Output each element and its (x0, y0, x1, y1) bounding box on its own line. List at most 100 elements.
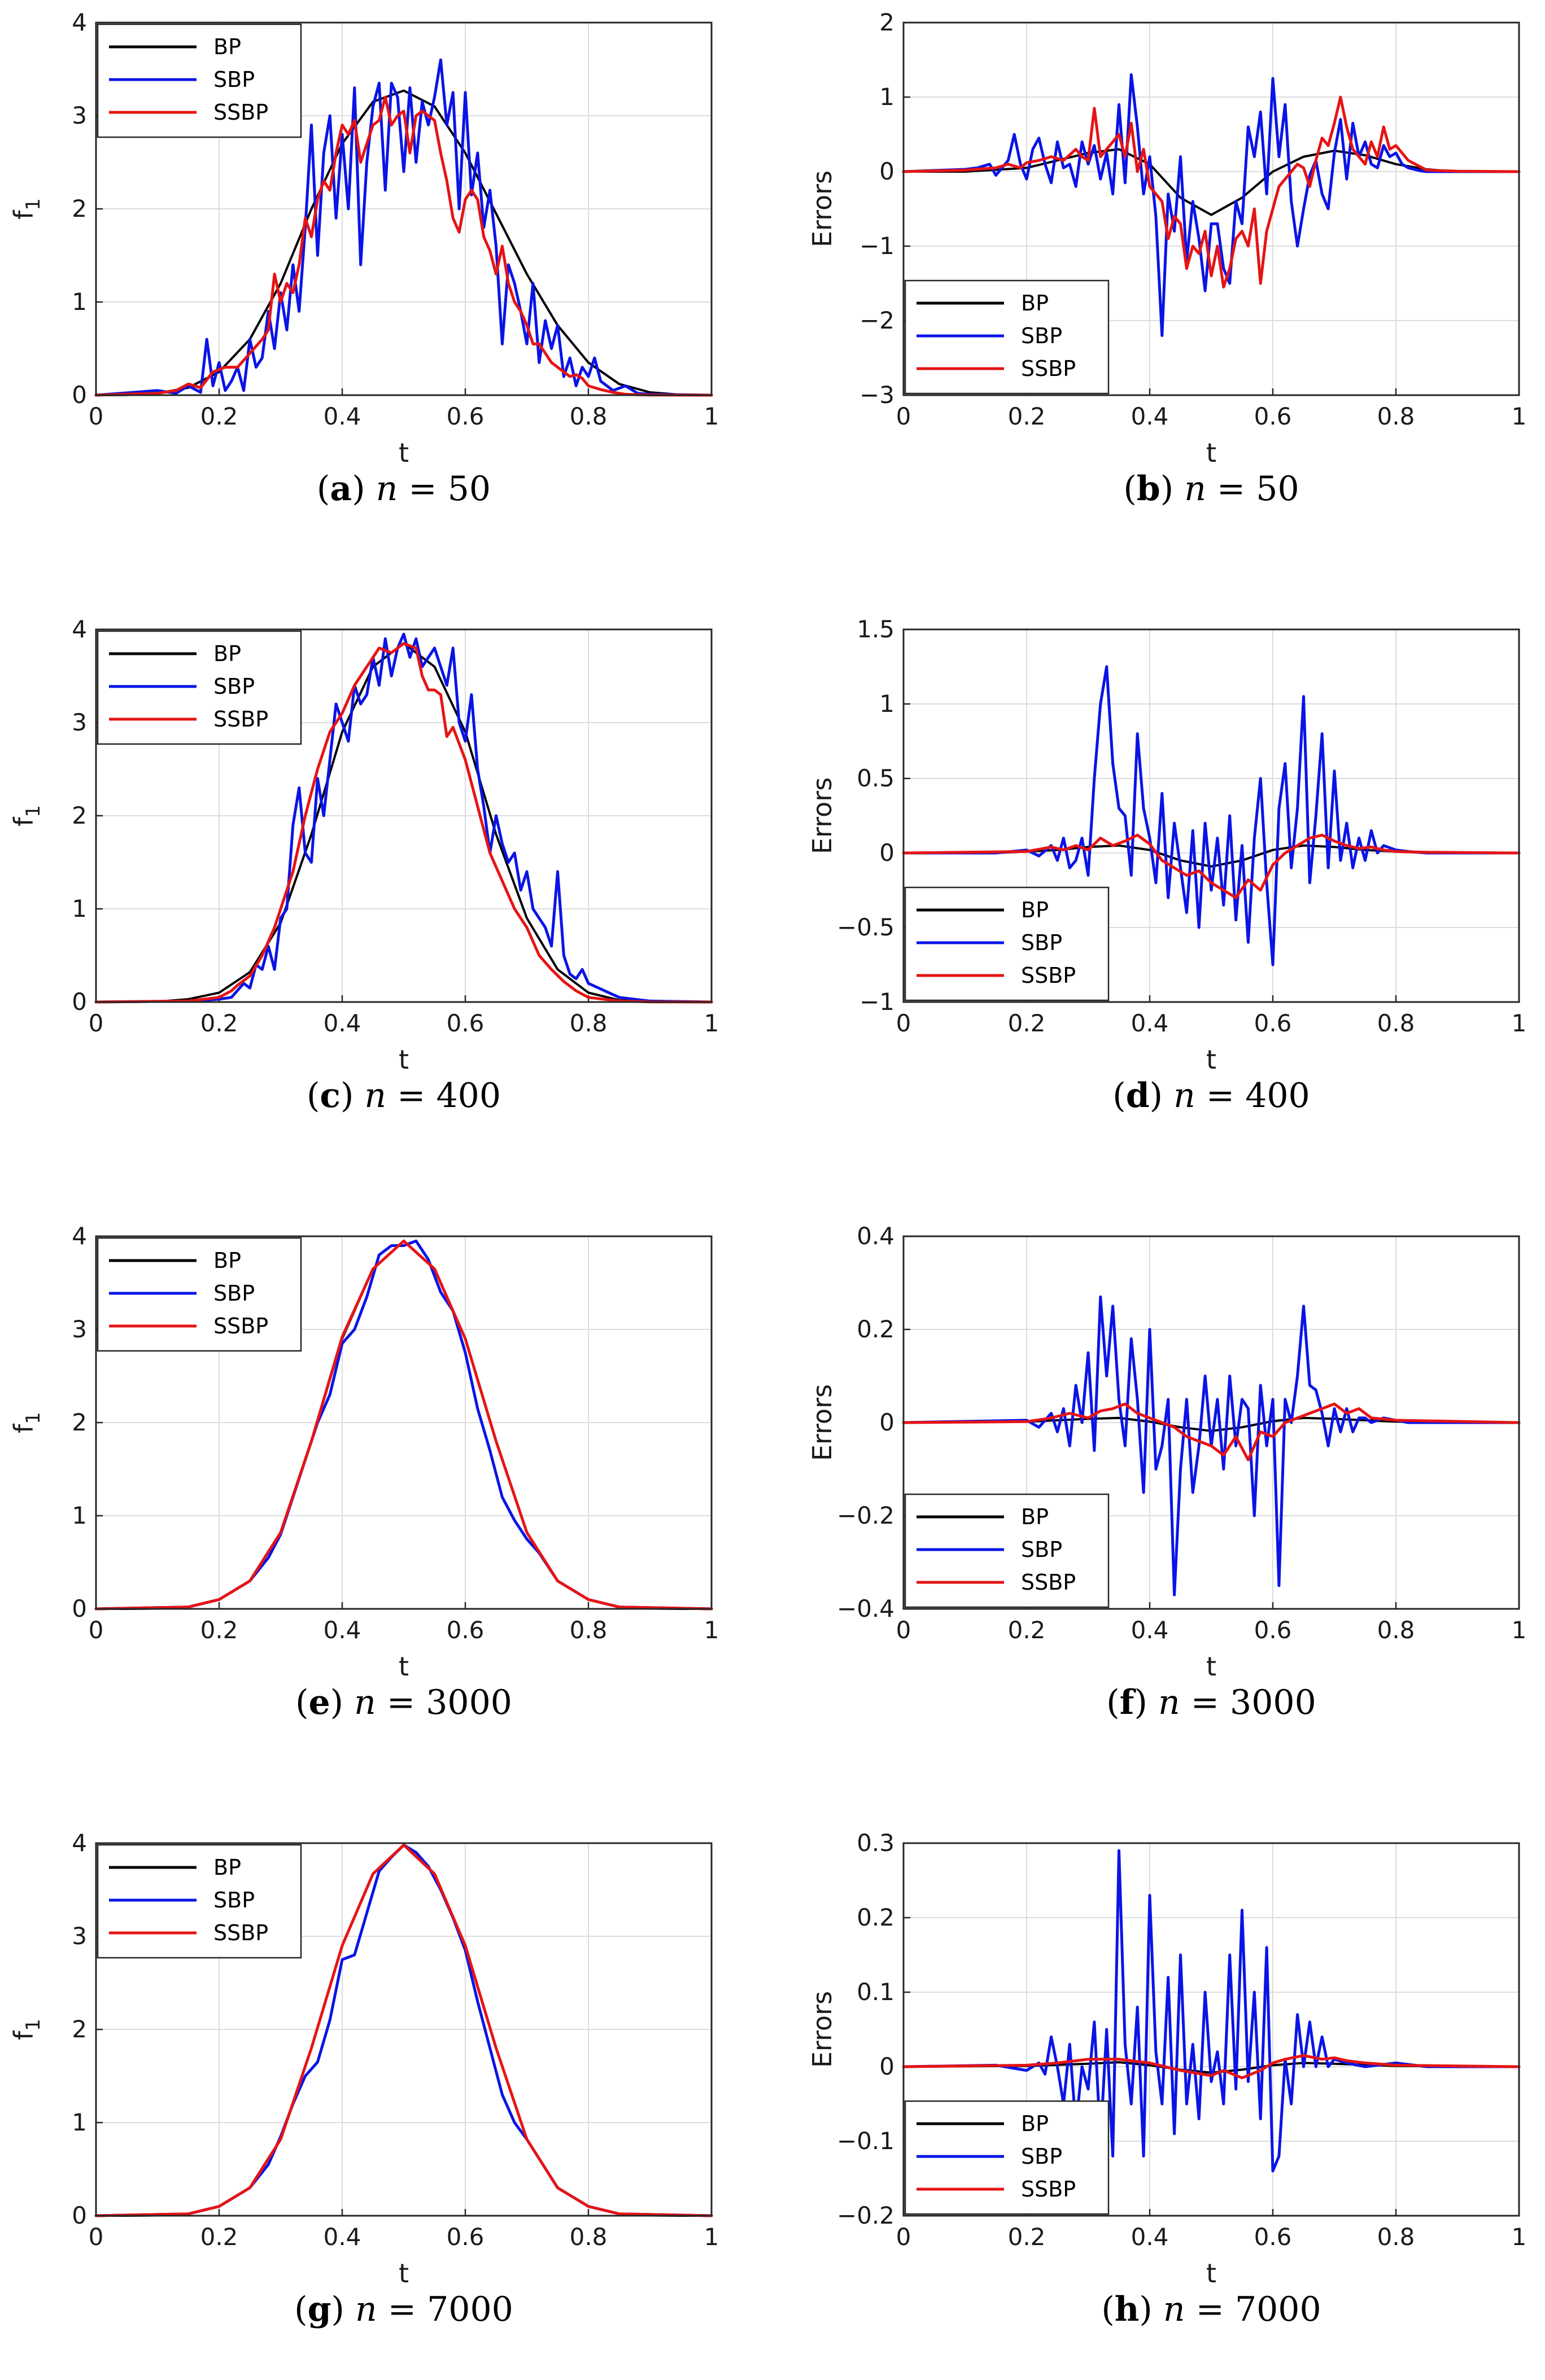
legend-label-bp: BP (1021, 1504, 1049, 1529)
y-tick-label: 1 (879, 690, 894, 718)
x-tick-label: 0.6 (1254, 2223, 1292, 2251)
x-tick-label: 0.2 (200, 1616, 238, 1644)
x-tick-label: 1 (704, 2223, 719, 2251)
y-tick-label: 0.2 (857, 1904, 894, 1931)
legend-label-sbp: SBP (1021, 1537, 1062, 1562)
series-line-ssbp (94, 642, 713, 1004)
y-tick-label: 0.2 (857, 1315, 894, 1343)
series-line-sbp (94, 58, 713, 397)
y-tick-label: 0 (72, 1595, 87, 1622)
x-tick-label: 1 (704, 1009, 719, 1037)
x-tick-label: 0.2 (1008, 1009, 1046, 1037)
y-axis-label-subscript: 1 (22, 1412, 45, 1424)
x-tick-label: 0 (89, 1616, 104, 1644)
y-tick-label: 4 (72, 1829, 87, 1857)
y-tick-label: −0.2 (837, 1502, 894, 1529)
y-axis-label: f1 (8, 2019, 45, 2040)
y-axis-label: f1 (8, 198, 45, 220)
caption-variable: n (1173, 1076, 1195, 1115)
caption-variable: n (376, 469, 398, 509)
y-tick-label: 3 (72, 708, 87, 736)
y-axis-label: Errors (807, 170, 837, 247)
chart-panel-a: 0 0.2 0.4 0.6 0.8 1 0 1 2 3 4 t f1 BP SBP SSBP (a) n = 5… (8, 8, 719, 509)
y-tick-label: −0.2 (837, 2202, 894, 2229)
legend-label-ssbp: SSBP (213, 100, 268, 125)
caption-letter: d (1126, 1076, 1150, 1115)
x-axis-label: t (399, 2258, 409, 2289)
series-line-ssbp (94, 1843, 713, 2217)
y-tick-label: 1 (72, 1502, 87, 1529)
series-line-ssbp (902, 1402, 1521, 1462)
x-tick-label: 0.6 (447, 1009, 485, 1037)
caption-equals: = (1195, 1076, 1245, 1115)
y-tick-label: 2 (72, 802, 87, 829)
legend-label-sbp: SBP (213, 674, 255, 699)
caption-variable: n (1184, 469, 1206, 509)
x-tick-label: 0 (89, 2223, 104, 2251)
y-tick-label: 0 (879, 839, 894, 867)
legend: BP SBP SSBP (904, 1493, 1110, 1608)
y-axis-label: Errors (807, 1991, 837, 2068)
subfigure-caption: (b) n = 50 (1123, 469, 1299, 509)
x-tick-label: 0.6 (1254, 1009, 1292, 1037)
x-axis-label: t (399, 1044, 409, 1075)
legend-label-sbp: SBP (1021, 930, 1062, 955)
caption-equals: = (1180, 1683, 1230, 1722)
x-tick-label: 0.2 (1008, 2223, 1046, 2251)
y-axis-label: Errors (807, 1384, 837, 1461)
legend-label-ssbp: SSBP (1021, 2177, 1076, 2202)
x-axis-label: t (1206, 438, 1216, 468)
caption-equals: = (1185, 2290, 1235, 2329)
y-tick-label: 0.1 (857, 1978, 894, 2006)
legend: BP SBP SSBP (904, 2100, 1110, 2215)
y-tick-label: 2 (72, 195, 87, 222)
legend: BP SBP SSBP (97, 630, 302, 745)
caption-variable: n (364, 1076, 386, 1115)
axes-frame (902, 1235, 1520, 1610)
chart-panel-g: 0 0.2 0.4 0.6 0.8 1 0 1 2 3 4 t f1 BP SBP SSBP (g) n = 7… (8, 1829, 719, 2329)
caption-equals: = (398, 469, 447, 509)
x-tick-label: 1 (704, 403, 719, 430)
y-tick-label: −0.4 (837, 1595, 894, 1622)
caption-letter: c (320, 1076, 341, 1115)
series-line-ssbp (94, 95, 713, 397)
chart-panel-b: 0 0.2 0.4 0.6 0.8 1 −3 −2 −1 0 1 2 t Errors BP SBP SSBP (… (807, 8, 1526, 509)
y-tick-label: 1 (72, 2108, 87, 2136)
y-tick-label: 1 (72, 288, 87, 316)
x-tick-label: 0.4 (1131, 1616, 1169, 1644)
axes-frame (95, 1842, 713, 2217)
legend-label-ssbp: SSBP (213, 1314, 268, 1338)
x-tick-label: 0 (896, 1009, 911, 1037)
y-axis-label-subscript: 1 (22, 805, 45, 817)
axes-frame (902, 21, 1520, 396)
caption-equals: = (377, 2290, 427, 2329)
x-axis-label: t (399, 438, 409, 468)
caption-value: 50 (1256, 469, 1299, 509)
caption-letter: f (1120, 1683, 1137, 1722)
x-tick-label: 0.8 (570, 403, 608, 430)
series-line-ssbp (902, 95, 1521, 289)
legend-label-ssbp: SSBP (1021, 356, 1076, 381)
x-tick-label: 0 (896, 1616, 911, 1644)
x-tick-label: 0.6 (447, 2223, 485, 2251)
axes-frame (95, 1235, 713, 1610)
legend-label-sbp: SBP (1021, 2144, 1062, 2169)
y-axis-label: Errors (807, 777, 837, 854)
y-tick-label: 4 (72, 1222, 87, 1250)
axes-frame (95, 628, 713, 1003)
y-tick-label: 0.5 (857, 764, 894, 792)
x-tick-label: 0 (896, 403, 911, 430)
x-tick-label: 0.4 (324, 1009, 361, 1037)
legend-label-bp: BP (1021, 291, 1049, 316)
x-tick-label: 1 (704, 1616, 719, 1644)
x-tick-label: 0.4 (1131, 403, 1169, 430)
legend-label-bp: BP (1021, 898, 1049, 922)
y-tick-label: 2 (72, 2015, 87, 2043)
caption-value: 50 (448, 469, 491, 509)
y-axis-label: f1 (8, 805, 45, 826)
y-tick-label: −0.5 (837, 913, 894, 941)
series-line-ssbp (902, 2054, 1521, 2080)
x-tick-label: 0.2 (200, 403, 238, 430)
y-tick-label: 4 (72, 615, 87, 643)
